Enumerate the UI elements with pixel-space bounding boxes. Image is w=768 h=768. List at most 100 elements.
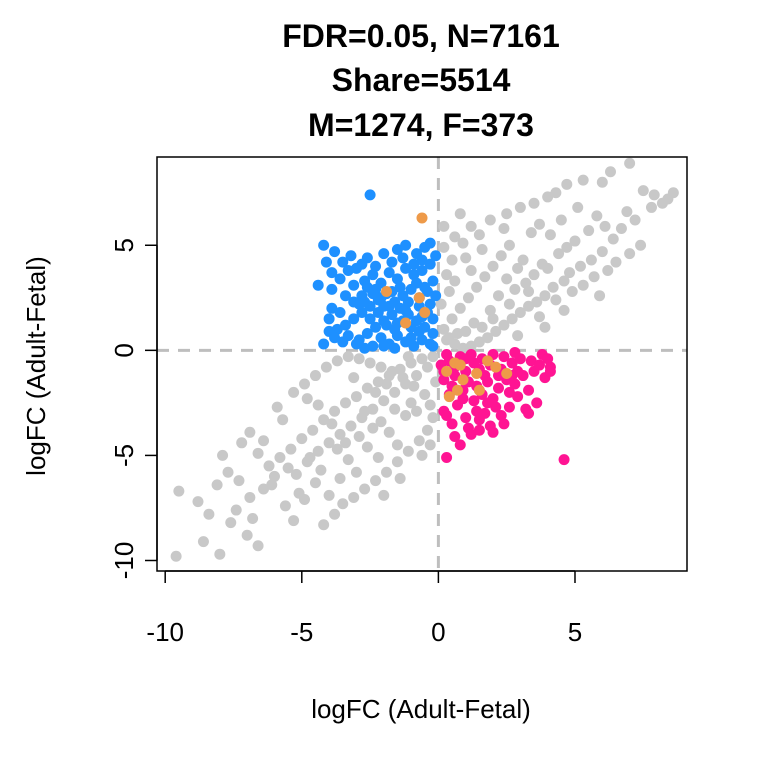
data-point-0 (334, 473, 346, 485)
data-point-0 (528, 197, 540, 209)
data-point-2 (492, 382, 504, 394)
data-point-1 (340, 319, 352, 331)
data-point-1 (312, 279, 324, 291)
data-point-0 (424, 439, 436, 451)
data-point-0 (320, 361, 332, 373)
data-point-0 (236, 437, 248, 449)
data-point-0 (323, 437, 335, 449)
data-point-1 (367, 288, 379, 300)
data-point-2 (441, 349, 453, 361)
data-point-3 (473, 384, 485, 396)
chart-title-line-1: FDR=0.05, N=7161 (282, 18, 560, 54)
data-point-0 (301, 393, 313, 405)
data-points (170, 157, 679, 562)
data-point-0 (602, 264, 614, 276)
data-point-0 (340, 397, 352, 409)
data-point-1 (348, 313, 360, 325)
data-point-0 (290, 468, 302, 480)
data-point-0 (645, 201, 657, 213)
data-point-1 (427, 275, 439, 287)
data-point-0 (476, 321, 488, 333)
data-point-0 (558, 304, 570, 316)
data-point-0 (520, 277, 532, 289)
data-point-0 (503, 298, 515, 310)
data-point-0 (397, 372, 409, 384)
data-point-0 (309, 477, 321, 489)
data-point-0 (170, 550, 182, 562)
data-point-0 (468, 317, 480, 329)
data-point-2 (468, 357, 480, 369)
data-point-2 (471, 405, 483, 417)
data-point-0 (173, 485, 185, 497)
data-point-0 (277, 414, 289, 426)
data-point-0 (544, 229, 556, 241)
data-point-0 (503, 239, 515, 251)
data-point-0 (348, 372, 360, 384)
data-point-2 (449, 370, 461, 382)
data-point-1 (342, 264, 354, 276)
data-point-0 (421, 361, 433, 373)
data-point-0 (484, 214, 496, 226)
data-point-0 (268, 470, 280, 482)
data-point-2 (446, 418, 458, 430)
data-point-1 (318, 338, 330, 350)
data-point-1 (430, 250, 442, 262)
x-tick-label: -10 (146, 617, 184, 647)
data-point-0 (370, 386, 382, 398)
data-point-0 (271, 401, 283, 413)
data-point-1 (400, 262, 412, 274)
data-point-0 (501, 273, 513, 285)
data-point-1 (416, 334, 428, 346)
data-point-0 (421, 424, 433, 436)
data-point-2 (509, 378, 521, 390)
data-point-3 (490, 361, 502, 373)
data-point-0 (558, 275, 570, 287)
data-point-2 (460, 412, 472, 424)
data-point-0 (550, 187, 562, 199)
data-point-0 (309, 370, 321, 382)
data-point-0 (211, 479, 223, 491)
data-point-1 (394, 281, 406, 293)
data-point-0 (225, 517, 237, 529)
y-tick-label: 0 (109, 343, 139, 357)
data-point-0 (621, 206, 633, 218)
data-point-0 (364, 357, 376, 369)
data-point-2 (441, 409, 453, 421)
data-point-0 (454, 208, 466, 220)
data-point-0 (509, 283, 521, 295)
data-point-3 (471, 367, 483, 379)
data-point-0 (648, 189, 660, 201)
data-point-2 (454, 439, 466, 451)
data-point-0 (427, 351, 439, 363)
data-point-0 (441, 269, 453, 281)
data-point-3 (413, 292, 425, 304)
x-axis-label: logFC (Adult-Fetal) (311, 694, 531, 724)
data-point-3 (482, 355, 494, 367)
data-point-0 (449, 275, 461, 287)
data-point-1 (318, 239, 330, 251)
data-point-0 (394, 473, 406, 485)
data-point-1 (334, 273, 346, 285)
data-point-0 (533, 311, 545, 323)
data-point-0 (323, 489, 335, 501)
data-point-0 (361, 441, 373, 453)
data-point-1 (408, 269, 420, 281)
data-point-0 (402, 351, 414, 363)
data-point-0 (266, 479, 278, 491)
data-point-0 (222, 466, 234, 478)
data-point-3 (441, 365, 453, 377)
data-point-1 (427, 313, 439, 325)
data-point-2 (531, 397, 543, 409)
data-point-2 (523, 384, 535, 396)
data-point-0 (307, 424, 319, 436)
data-point-0 (334, 428, 346, 440)
data-point-0 (258, 435, 270, 447)
y-tick-label: 5 (109, 238, 139, 252)
data-point-0 (345, 420, 357, 432)
data-point-0 (331, 355, 343, 367)
data-point-0 (555, 214, 567, 226)
data-point-0 (386, 365, 398, 377)
data-point-1 (391, 243, 403, 255)
data-point-2 (544, 365, 556, 377)
data-point-0 (637, 185, 649, 197)
